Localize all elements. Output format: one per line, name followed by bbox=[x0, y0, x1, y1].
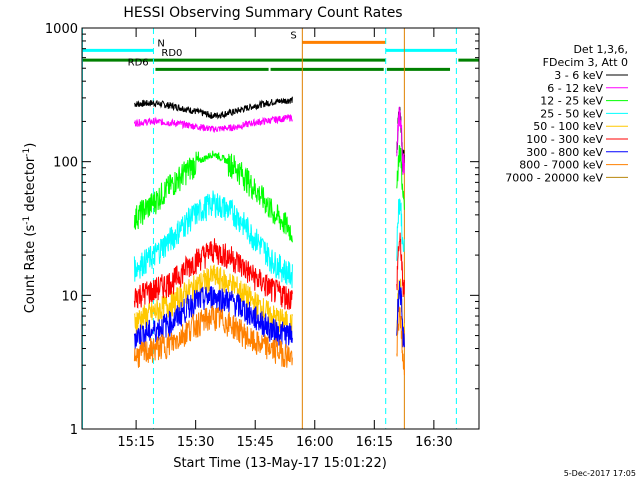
legend-entry-label: 50 - 100 keV bbox=[533, 120, 603, 133]
x-axis-ticks: 15:15 15:30 15:45 16:00 16:15 16:30 bbox=[117, 28, 453, 450]
series-line-100-300keV bbox=[133, 238, 293, 310]
legend-entry-label: 7000 - 20000 keV bbox=[505, 171, 603, 184]
series-line-300-800keV bbox=[133, 286, 293, 350]
series-burst-25-50keV bbox=[396, 197, 405, 261]
series-line-3-6keV bbox=[134, 96, 293, 120]
series-line-25-50keV bbox=[133, 190, 293, 289]
x-tick-label: 15:30 bbox=[177, 435, 214, 450]
flag-bars: N S RD0 RD6 bbox=[82, 30, 479, 71]
series-group bbox=[133, 96, 405, 376]
flag-saa-label: S bbox=[290, 30, 296, 41]
series-burst-6-12keV bbox=[396, 106, 405, 175]
y-axis-ticks: 1 10 100 1000 bbox=[45, 22, 479, 438]
legend-entry-label: 100 - 300 keV bbox=[526, 133, 603, 146]
y-axis-label: Count Rate (s-1 detector-1) bbox=[22, 143, 38, 314]
flag-night-label: N bbox=[157, 38, 164, 49]
series-burst-300-800keV bbox=[396, 280, 405, 348]
legend-entry-label: 300 - 800 keV bbox=[526, 146, 603, 159]
plot-frame bbox=[81, 27, 480, 430]
x-tick-label: 15:15 bbox=[117, 435, 154, 450]
flag-rd6-label: RD6 bbox=[128, 57, 149, 68]
x-tick-label: 16:00 bbox=[296, 435, 333, 450]
series-line-50-100keV bbox=[133, 264, 293, 338]
legend-entry-label: 3 - 6 keV bbox=[554, 69, 603, 82]
y-tick-label: 10 bbox=[61, 289, 78, 304]
y-tick-label: 100 bbox=[53, 156, 78, 171]
legend-entry-label: 12 - 25 keV bbox=[540, 95, 603, 108]
chart-title: HESSI Observing Summary Count Rates bbox=[123, 5, 402, 21]
x-tick-label: 15:45 bbox=[236, 435, 273, 450]
legend-header: FDecim 3, Att 0 bbox=[543, 56, 628, 69]
series-burst-800-7000keV bbox=[396, 306, 405, 376]
footer-date: 5-Dec-2017 17:05 bbox=[564, 469, 636, 478]
series-line-6-12keV bbox=[133, 114, 293, 133]
x-tick-label: 16:15 bbox=[356, 435, 393, 450]
series-line-12-25keV bbox=[133, 150, 293, 243]
x-tick-label: 16:30 bbox=[415, 435, 452, 450]
y-tick-label: 1000 bbox=[45, 22, 78, 37]
series-burst-100-300keV bbox=[396, 232, 405, 298]
x-axis-label: Start Time (13-May-17 15:01:22) bbox=[173, 456, 387, 471]
legend-entry-label: 6 - 12 keV bbox=[547, 82, 603, 95]
legend-entry-label: 25 - 50 keV bbox=[540, 107, 603, 120]
y-tick-label: 1 bbox=[70, 423, 78, 438]
series-burst-12-25keV bbox=[396, 144, 405, 210]
flag-rd0-label: RD0 bbox=[161, 48, 182, 59]
legend-header: Det 1,3,6, bbox=[573, 43, 628, 56]
legend-entry-label: 800 - 7000 keV bbox=[519, 159, 603, 172]
series-line-800-7000keV bbox=[133, 305, 293, 368]
